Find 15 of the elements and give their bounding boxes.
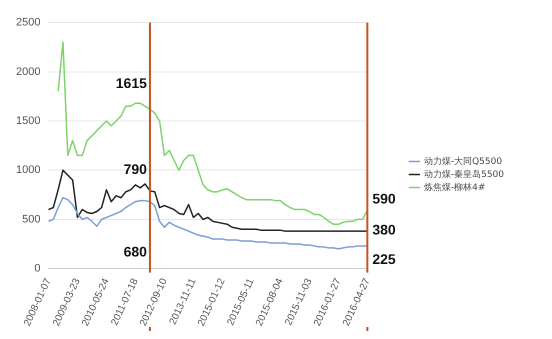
annotation: 680 xyxy=(124,243,148,260)
legend-label: 炼焦煤-柳林4# xyxy=(424,182,486,193)
text: 590 xyxy=(372,190,396,207)
y-tick-label: 0 xyxy=(34,262,40,275)
text: 380 xyxy=(372,221,396,238)
y-tick-label: 1500 xyxy=(16,115,40,128)
y-tick-label: 1000 xyxy=(16,164,40,176)
text: 225 xyxy=(372,250,396,267)
legend-label: 动力煤-大同Q5500 xyxy=(424,156,502,167)
y-tick-label: 500 xyxy=(22,213,40,226)
y-tick-label: 2000 xyxy=(16,66,40,78)
legend-label: 动力煤-秦皇岛5500 xyxy=(424,168,504,180)
annotation: 790 xyxy=(124,161,148,178)
y-tick-label: 2500 xyxy=(16,16,40,29)
annotation: 1615 xyxy=(116,74,148,91)
